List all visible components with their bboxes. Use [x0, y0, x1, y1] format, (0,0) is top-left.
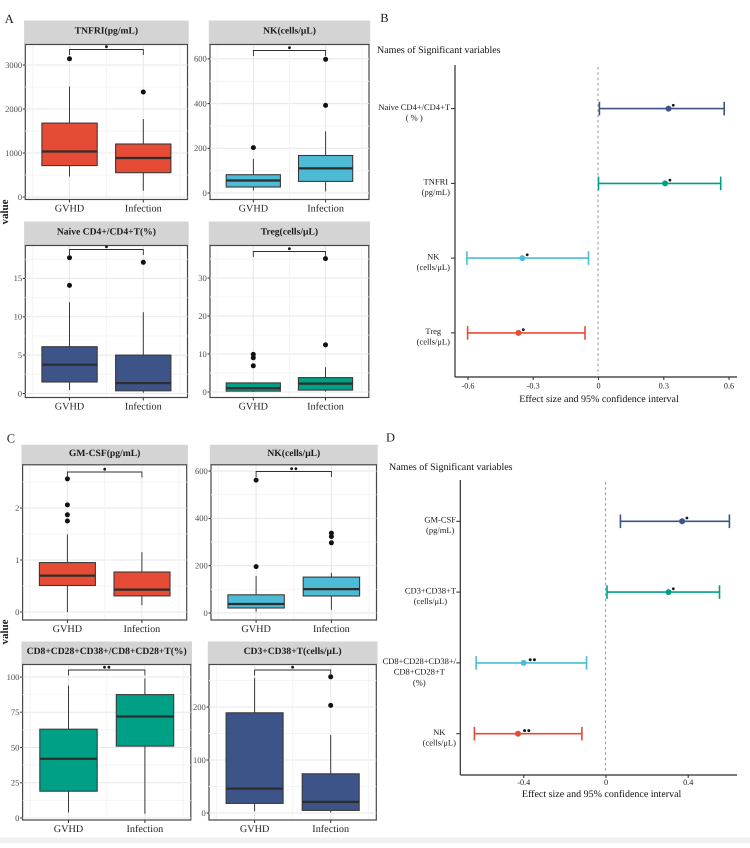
svg-text:Effect size and 95% confidence: Effect size and 95% confidence interval — [522, 789, 682, 800]
svg-text:(cells/μL): (cells/μL) — [414, 596, 448, 606]
svg-text:value: value — [0, 619, 11, 644]
svg-text:C: C — [7, 432, 15, 446]
svg-text:600: 600 — [195, 466, 208, 476]
svg-text:GVHD: GVHD — [240, 824, 269, 835]
svg-text:GVHD: GVHD — [54, 824, 83, 835]
svg-text:CD8+CD28+CD38+/: CD8+CD28+CD38+/ — [383, 656, 457, 666]
svg-text:( % ): ( % ) — [406, 112, 423, 122]
svg-text:GVHD: GVHD — [241, 624, 270, 635]
svg-text:100: 100 — [7, 672, 20, 682]
svg-text:Infection: Infection — [312, 824, 349, 835]
svg-text:30: 30 — [198, 273, 207, 283]
svg-text:(cells/μL): (cells/μL) — [417, 337, 451, 347]
svg-text:value: value — [0, 199, 11, 224]
svg-text:20: 20 — [198, 311, 207, 321]
svg-text:Infection: Infection — [313, 624, 350, 635]
svg-text:2: 2 — [15, 503, 19, 513]
svg-text:50: 50 — [11, 742, 20, 752]
svg-text:Infection: Infection — [307, 401, 344, 412]
svg-text:0: 0 — [202, 808, 206, 818]
svg-text:0: 0 — [18, 388, 22, 398]
svg-text:0: 0 — [18, 192, 22, 202]
svg-text:(cells/μL): (cells/μL) — [423, 738, 457, 748]
svg-text:A: A — [5, 12, 14, 26]
svg-text:Treg: Treg — [425, 326, 441, 336]
svg-text:Names of Significant variables: Names of Significant variables — [377, 45, 501, 56]
svg-text:-0.6: -0.6 — [462, 382, 475, 391]
svg-text:B: B — [380, 11, 388, 25]
svg-text:CD3+CD38+T(cells/μL): CD3+CD38+T(cells/μL) — [244, 646, 342, 657]
svg-text:0: 0 — [15, 813, 19, 823]
svg-text:GVHD: GVHD — [239, 203, 268, 214]
svg-text:200: 200 — [195, 561, 208, 571]
svg-text:Naive CD4+/CD4+T(%): Naive CD4+/CD4+T(%) — [57, 227, 156, 238]
svg-text:NK: NK — [427, 251, 440, 261]
svg-text:NK: NK — [433, 727, 446, 737]
svg-text:TNFRI(pg/mL): TNFRI(pg/mL) — [75, 26, 138, 37]
svg-text:3000: 3000 — [5, 60, 22, 70]
svg-text:(pg/mL): (pg/mL) — [426, 525, 454, 535]
svg-text:-0.3: -0.3 — [527, 382, 540, 391]
svg-text:0.4: 0.4 — [683, 778, 693, 787]
svg-text:Treg(cells/μL): Treg(cells/μL) — [261, 227, 318, 238]
svg-text:CD8+CD28+CD38+/CD8+CD28+T(%): CD8+CD28+CD38+/CD8+CD28+T(%) — [27, 646, 187, 657]
svg-text:0.6: 0.6 — [724, 382, 734, 391]
svg-text:Infection: Infection — [125, 401, 162, 412]
svg-text:Infection: Infection — [125, 203, 162, 214]
svg-text:NK(cells/μL): NK(cells/μL) — [267, 448, 320, 459]
svg-text:100: 100 — [193, 755, 206, 765]
svg-text:400: 400 — [195, 513, 208, 523]
svg-text:Infection: Infection — [124, 624, 161, 635]
svg-text:CD8+CD28+T: CD8+CD28+T — [394, 667, 446, 677]
svg-text:Naive CD4+/CD4+T: Naive CD4+/CD4+T — [378, 102, 450, 112]
svg-text:GVHD: GVHD — [53, 624, 82, 635]
svg-text:1000: 1000 — [5, 148, 22, 158]
svg-text:(pg/mL): (pg/mL) — [422, 187, 450, 197]
svg-text:0: 0 — [203, 387, 207, 397]
svg-text:10: 10 — [14, 312, 23, 322]
svg-text:200: 200 — [193, 702, 206, 712]
svg-text:25: 25 — [11, 778, 20, 788]
svg-text:Infection: Infection — [307, 203, 344, 214]
svg-text:D: D — [386, 431, 395, 445]
svg-text:0: 0 — [204, 608, 208, 618]
svg-text:1: 1 — [15, 555, 19, 565]
svg-text:GVHD: GVHD — [55, 203, 84, 214]
svg-text:Names of Significant variables: Names of Significant variables — [389, 462, 513, 473]
svg-text:0: 0 — [15, 607, 19, 617]
svg-text:75: 75 — [11, 707, 20, 717]
svg-text:(cells/μL): (cells/μL) — [417, 262, 451, 272]
svg-text:GVHD: GVHD — [55, 401, 84, 412]
svg-text:(%): (%) — [413, 677, 426, 687]
svg-text:Effect size and 95% confidence: Effect size and 95% confidence interval — [519, 394, 679, 405]
svg-text:400: 400 — [194, 98, 207, 108]
svg-text:0: 0 — [596, 382, 600, 391]
svg-text:0: 0 — [604, 778, 608, 787]
svg-text:TNFRI: TNFRI — [424, 177, 449, 187]
svg-text:200: 200 — [194, 143, 207, 153]
svg-text:5: 5 — [18, 350, 22, 360]
svg-text:0: 0 — [203, 188, 207, 198]
svg-text:15: 15 — [14, 273, 23, 283]
svg-text:NK(cells/μL): NK(cells/μL) — [263, 26, 316, 37]
svg-text:0.3: 0.3 — [659, 382, 669, 391]
svg-text:600: 600 — [194, 54, 207, 64]
svg-text:CD3+CD38+T: CD3+CD38+T — [405, 585, 457, 595]
svg-text:GM-CSF(pg/mL): GM-CSF(pg/mL) — [69, 448, 140, 459]
svg-text:Infection: Infection — [127, 824, 164, 835]
svg-text:10: 10 — [198, 349, 207, 359]
svg-text:2000: 2000 — [5, 104, 22, 114]
svg-text:GVHD: GVHD — [239, 401, 268, 412]
svg-text:GM-CSF: GM-CSF — [424, 515, 456, 525]
svg-text:-0.4: -0.4 — [517, 778, 530, 787]
